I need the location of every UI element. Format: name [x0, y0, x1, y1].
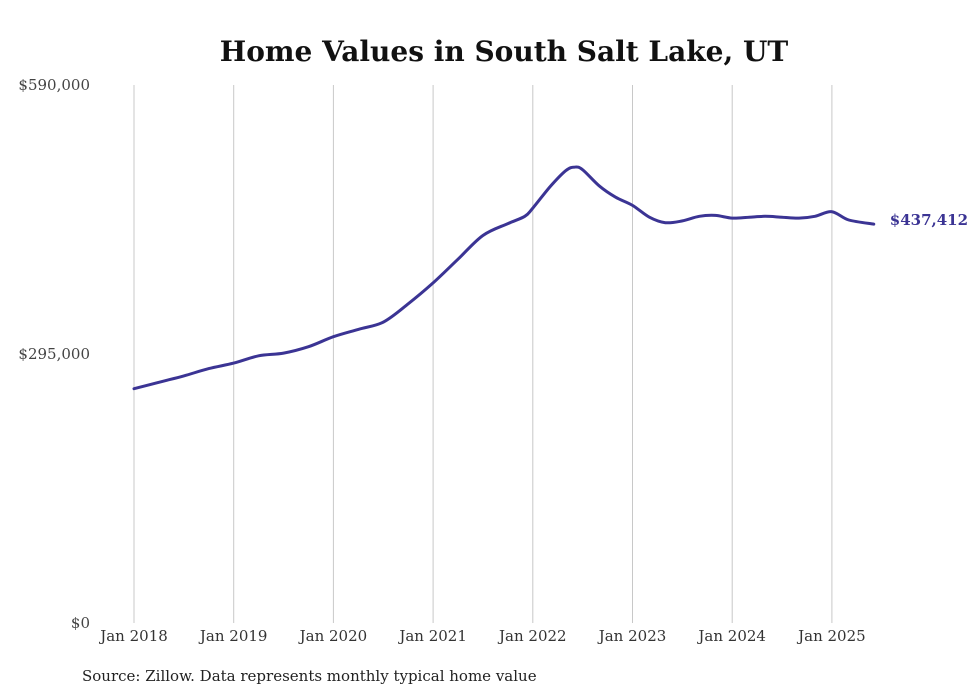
x-tick-label: Jan 2023 [597, 627, 667, 645]
y-tick-label: $590,000 [18, 76, 90, 94]
y-axis-ticks: $0 $295,000 $590,000 [18, 76, 90, 632]
gridlines [133, 85, 833, 623]
end-value-label: $437,412 [890, 211, 968, 229]
y-tick-label: $295,000 [18, 345, 90, 363]
chart-title: Home Values in South Salt Lake, UT [220, 35, 789, 68]
x-tick-label: Jan 2025 [796, 627, 866, 645]
x-tick-label: Jan 2024 [696, 627, 766, 645]
x-tick-label: Jan 2020 [298, 627, 368, 645]
y-tick-label: $0 [71, 614, 90, 632]
home-value-line [132, 165, 876, 391]
x-tick-label: Jan 2021 [397, 627, 467, 645]
x-axis-ticks: Jan 2018 Jan 2019 Jan 2020 Jan 2021 Jan 2022… [98, 627, 865, 645]
x-tick-label: Jan 2022 [497, 627, 567, 645]
x-tick-label: Jan 2018 [98, 627, 168, 645]
series-layer: $437,412 [132, 165, 968, 391]
source-note: Source: Zillow. Data represents monthly … [82, 667, 537, 685]
x-tick-label: Jan 2019 [198, 627, 268, 645]
